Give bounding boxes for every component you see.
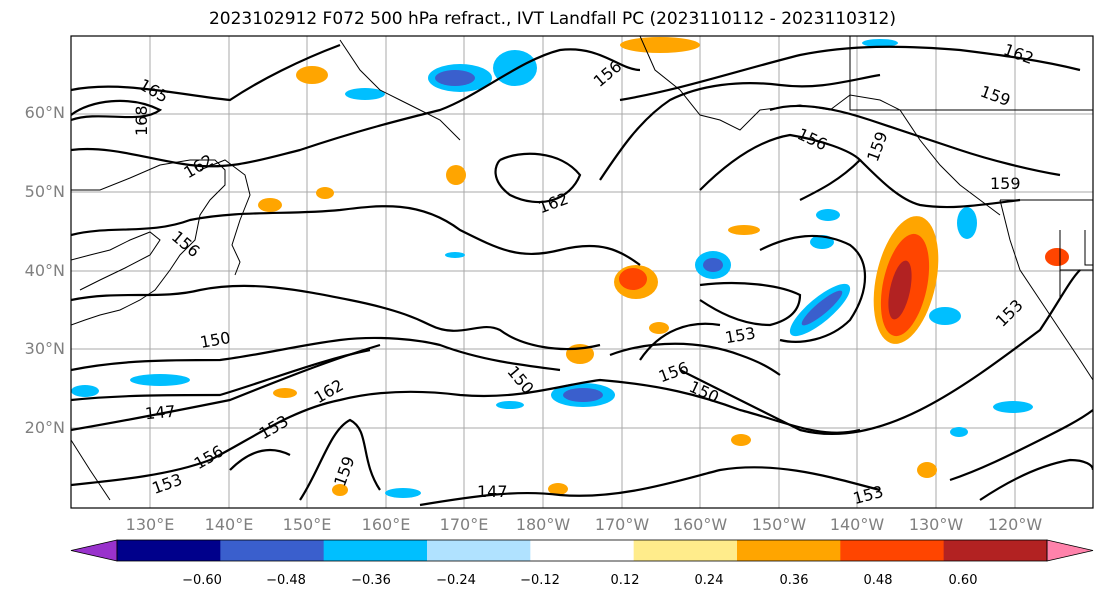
colorbar-extend-high xyxy=(1046,539,1094,562)
contours xyxy=(71,43,1093,507)
lat-label: 30°N xyxy=(24,339,65,358)
colorbar-tick: −0.24 xyxy=(436,573,476,588)
lon-label: 140°E xyxy=(204,515,254,534)
contour-label: 147 xyxy=(477,482,508,501)
map-area xyxy=(71,36,1093,508)
colorbar-extend-low xyxy=(70,539,118,562)
lon-label: 180°W xyxy=(515,515,571,534)
map-frame xyxy=(70,35,1094,509)
colorbar-tick: 0.36 xyxy=(779,573,809,588)
colorbar-tick: −0.36 xyxy=(351,573,391,588)
colorbar-segment xyxy=(530,540,635,561)
colorbar-segment xyxy=(633,540,738,561)
lon-label: 130°E xyxy=(125,515,175,534)
colorbar-tick: 0.60 xyxy=(948,573,978,588)
colorbar-tick: 0.24 xyxy=(694,573,724,588)
lon-label: 160°E xyxy=(361,515,411,534)
lon-label: 140°W xyxy=(829,515,885,534)
contour-label: 159 xyxy=(990,174,1021,193)
colorbar-segment xyxy=(117,540,221,561)
lat-label: 50°N xyxy=(24,182,65,201)
colorbar-border xyxy=(116,539,1048,562)
colorbar-tick: −0.48 xyxy=(266,573,306,588)
shading-patches xyxy=(71,37,1069,498)
lat-label: 40°N xyxy=(24,261,65,280)
colorbar-tick: 0.12 xyxy=(610,573,640,588)
contour-label: 168 xyxy=(132,105,151,136)
map-title: 2023102912 F072 500 hPa refract., IVT La… xyxy=(208,9,896,29)
colorbar-tick: 0.48 xyxy=(863,573,893,588)
lon-label: 130°W xyxy=(908,515,964,534)
lon-label: 150°E xyxy=(282,515,332,534)
lat-label: 20°N xyxy=(24,418,65,437)
colorbar-segment xyxy=(737,540,841,561)
colorbar-segment xyxy=(943,540,1048,561)
lon-label: 160°W xyxy=(672,515,728,534)
colorbar-tick: −0.12 xyxy=(520,573,560,588)
colorbar-segment xyxy=(427,540,531,561)
colorbar-segment xyxy=(840,540,945,561)
lon-label: 120°W xyxy=(987,515,1043,534)
lon-label: 170°W xyxy=(594,515,650,534)
colorbar-tick: −0.60 xyxy=(182,573,222,588)
colorbar-segment xyxy=(220,540,325,561)
lon-label: 150°W xyxy=(751,515,807,534)
colorbar xyxy=(70,539,1094,562)
colorbar-segment xyxy=(323,540,428,561)
contour-label: 147 xyxy=(144,402,176,424)
lat-label: 60°N xyxy=(24,103,65,122)
lon-label: 170°E xyxy=(439,515,489,534)
